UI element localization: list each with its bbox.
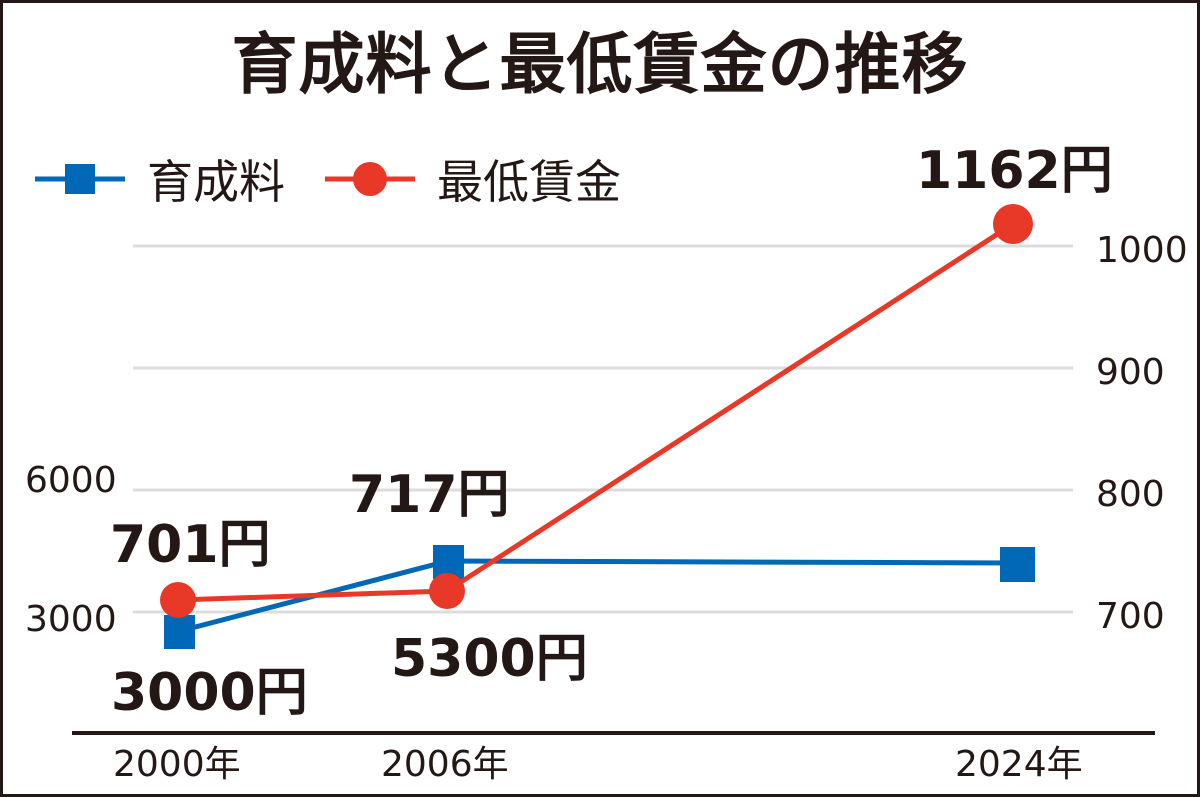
x-axis-tick-2024: 2024年 <box>955 744 1083 785</box>
right-axis-tick-700: 700 <box>1096 596 1165 637</box>
right-axis-tick-900: 900 <box>1096 352 1165 393</box>
data-label-ikuseiryo-2000: 3000円 <box>111 663 308 723</box>
x-axis-tick-2006: 2006年 <box>381 744 509 785</box>
legend-item-saitei: 最低賃金 <box>325 146 621 212</box>
right-axis-tick-1000: 1000 <box>1096 230 1188 271</box>
plot-area <box>72 204 1155 735</box>
marker-ikuseiryo-2000 <box>164 615 195 649</box>
chart-legend: 育成料 最低賃金 <box>35 143 661 215</box>
marker-saitei-2024 <box>993 204 1033 244</box>
legend-label-saitei: 最低賃金 <box>437 155 621 209</box>
data-label-ikuseiryo-2006: 5300円 <box>391 629 588 689</box>
x-axis-tick-2000: 2000年 <box>113 744 241 785</box>
series-line-saitei <box>177 221 1015 603</box>
marker-ikuseiryo-2024 <box>1000 547 1035 582</box>
data-label-saitei-2006: 717円 <box>349 465 510 525</box>
data-label-saitei-2024: 1162円 <box>916 141 1113 201</box>
legend-label-ikuseiryo: 育成料 <box>147 155 285 209</box>
legend-item-ikuseiryo: 育成料 <box>35 146 285 212</box>
red-circle-marker-icon <box>325 162 415 196</box>
gridlines <box>133 244 1073 614</box>
left-axis-tick-6000: 6000 <box>25 460 117 501</box>
right-axis-tick-800: 800 <box>1096 474 1165 515</box>
chart-title: 育成料と最低賃金の推移 <box>231 26 969 103</box>
data-label-saitei-2000: 701円 <box>110 515 271 575</box>
marker-saitei-2000 <box>160 582 196 618</box>
blue-square-marker-icon <box>35 164 125 194</box>
marker-saitei-2006 <box>429 573 465 609</box>
left-axis-tick-3000: 3000 <box>25 599 117 640</box>
